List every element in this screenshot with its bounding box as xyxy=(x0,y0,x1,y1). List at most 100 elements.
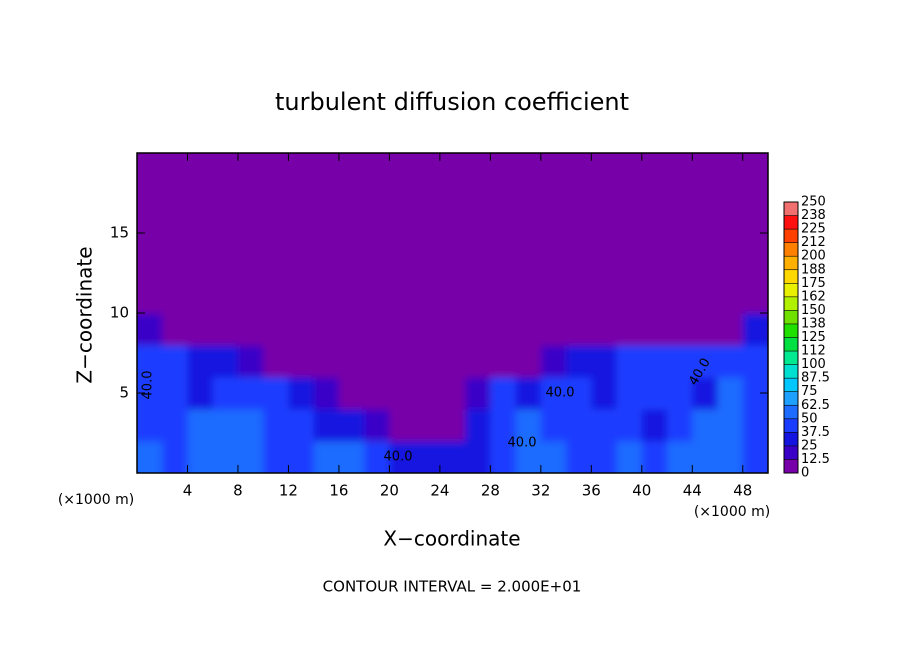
field-cell xyxy=(540,281,567,314)
colorbar-label: 100 xyxy=(801,357,826,372)
x-tick-label: 32 xyxy=(531,482,550,500)
field-cell xyxy=(717,153,744,186)
field-cell xyxy=(540,345,567,378)
field-cell xyxy=(137,249,163,282)
field-cell xyxy=(288,153,315,186)
colorbar-label: 12.5 xyxy=(801,452,830,467)
field-cell xyxy=(667,281,693,314)
field-cell xyxy=(162,313,188,346)
field-cell xyxy=(288,313,315,346)
field-cell xyxy=(364,313,390,346)
colorbar-swatch xyxy=(784,337,798,352)
field-cell xyxy=(237,249,264,282)
colorbar-swatch xyxy=(784,459,798,473)
x-tick-label: 8 xyxy=(233,482,243,500)
field-cell xyxy=(187,153,214,186)
field-cell xyxy=(414,345,441,378)
field-cell xyxy=(641,153,668,186)
colorbar-swatch xyxy=(784,445,798,460)
field-cell xyxy=(313,217,340,250)
field-cell xyxy=(465,345,491,378)
field-cell xyxy=(490,153,517,186)
field-cell xyxy=(566,281,592,314)
colorbar-swatch xyxy=(784,432,798,446)
field-cell xyxy=(389,377,416,410)
field-cell xyxy=(162,409,188,442)
field-cell xyxy=(616,409,643,442)
field-cell xyxy=(641,345,668,378)
field-cell xyxy=(162,249,188,282)
field-cell xyxy=(137,185,163,218)
field-cell xyxy=(616,281,643,314)
field-cell xyxy=(313,281,340,314)
colorbar-swatch xyxy=(784,418,798,433)
field-cell xyxy=(616,345,643,378)
field-cell xyxy=(288,281,315,314)
field-cell xyxy=(465,249,491,282)
field-cell xyxy=(515,217,542,250)
field-cell xyxy=(465,313,491,346)
x-tick-label: 20 xyxy=(380,482,399,500)
colorbar-label: 37.5 xyxy=(801,425,830,440)
field-cell xyxy=(414,409,441,442)
field-cell xyxy=(187,281,214,314)
field-cell xyxy=(364,409,390,442)
colorbar-label: 200 xyxy=(801,249,826,264)
field-cell xyxy=(137,409,163,442)
colorbar-label: 225 xyxy=(801,222,826,237)
field-cell xyxy=(566,441,592,473)
field-cell xyxy=(288,345,315,378)
field-cell xyxy=(692,345,719,378)
field-cell xyxy=(364,441,390,473)
field-cell xyxy=(692,313,719,346)
field-cell xyxy=(515,185,542,218)
field-cell xyxy=(667,313,693,346)
field-cell xyxy=(591,249,618,282)
field-cell xyxy=(389,185,416,218)
field-cell xyxy=(692,249,719,282)
x-tick-label: 44 xyxy=(683,482,702,500)
field-cells xyxy=(137,153,768,473)
field-cell xyxy=(162,345,188,378)
field-cell xyxy=(566,377,592,410)
field-cell xyxy=(641,313,668,346)
colorbar-label: 112 xyxy=(801,344,826,359)
field-cell xyxy=(414,249,441,282)
field-cell xyxy=(263,345,289,378)
field-cell xyxy=(667,409,693,442)
field-cell xyxy=(515,441,542,473)
field-cell xyxy=(566,217,592,250)
field-cell xyxy=(338,441,365,473)
field-cell xyxy=(162,377,188,410)
field-cell xyxy=(439,377,466,410)
field-cell xyxy=(439,217,466,250)
field-cell xyxy=(692,185,719,218)
field-cell xyxy=(566,185,592,218)
field-cell xyxy=(137,153,163,186)
field-cell xyxy=(338,345,365,378)
field-cell xyxy=(591,345,618,378)
field-cell xyxy=(187,249,214,282)
field-cell xyxy=(667,377,693,410)
field-cell xyxy=(338,217,365,250)
y-tick-label: 15 xyxy=(110,224,129,242)
x-axis-label: X−coordinate xyxy=(383,527,520,551)
field-cell xyxy=(338,185,365,218)
field-cell xyxy=(137,345,163,378)
chart-title: turbulent diffusion coefficient xyxy=(275,88,629,116)
field-cell xyxy=(540,377,567,410)
field-cell xyxy=(540,153,567,186)
field-cell xyxy=(212,153,239,186)
field-cell xyxy=(692,217,719,250)
field-cell xyxy=(742,153,768,186)
colorbar-label: 250 xyxy=(801,195,826,210)
field-cell xyxy=(566,249,592,282)
field-cell xyxy=(667,441,693,473)
field-cell xyxy=(414,185,441,218)
field-cell xyxy=(389,153,416,186)
colorbar-label: 50 xyxy=(801,411,818,426)
colorbar-swatch xyxy=(784,256,798,270)
field-cell xyxy=(237,409,264,442)
field-cell xyxy=(162,185,188,218)
colorbar-label: 138 xyxy=(801,316,826,331)
